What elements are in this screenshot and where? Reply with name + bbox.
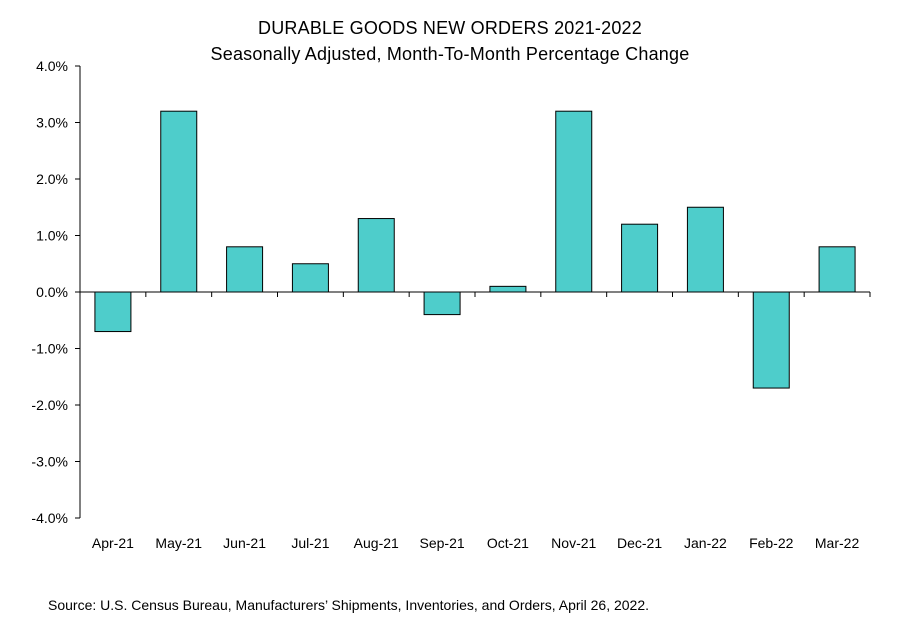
y-tick-label: 4.0% xyxy=(36,58,68,74)
x-tick-label: Jun-21 xyxy=(223,535,266,551)
x-tick-label: Apr-21 xyxy=(92,535,134,551)
bar-aug-21 xyxy=(357,218,395,293)
bars xyxy=(94,110,856,389)
y-tick-label: -3.0% xyxy=(31,454,68,470)
chart-title: DURABLE GOODS NEW ORDERS 2021-2022 xyxy=(258,18,642,38)
x-tick-label: Jan-22 xyxy=(684,535,727,551)
y-tick-label: -2.0% xyxy=(31,397,68,413)
bar-jan-22 xyxy=(686,206,724,293)
y-tick-label: -1.0% xyxy=(31,341,68,357)
x-tick-label: Mar-22 xyxy=(815,535,860,551)
axes xyxy=(79,66,871,518)
bar-nov-21 xyxy=(555,110,593,293)
x-tick-label: Nov-21 xyxy=(551,535,596,551)
bar-apr-21 xyxy=(94,291,132,333)
x-axis-labels: Apr-21 May-21 Jun-21 Jul-21 Aug-21 Sep-21 Oct-… xyxy=(92,535,860,551)
bar-dec-21 xyxy=(621,223,659,293)
bar-may-21 xyxy=(160,110,198,293)
y-axis-ticks: -4.0% -3.0% -2.0% -1.0% 0.0% 1.0% 2.0% 3.0% 4.0% xyxy=(31,58,80,526)
y-tick-label: 0.0% xyxy=(36,284,68,300)
bar-oct-21 xyxy=(489,285,527,293)
x-tick-label: Feb-22 xyxy=(749,535,794,551)
x-tick-label: Dec-21 xyxy=(617,535,662,551)
bar-mar-22 xyxy=(818,246,856,293)
chart-subtitle: Seasonally Adjusted, Month-To-Month Perc… xyxy=(210,44,690,64)
bar-jun-21 xyxy=(226,246,264,293)
source-note: Source: U.S. Census Bureau, Manufacturer… xyxy=(48,597,650,613)
bar-sep-21 xyxy=(423,291,461,316)
x-tick-label: May-21 xyxy=(155,535,202,551)
y-tick-label: 3.0% xyxy=(36,115,68,131)
bar-feb-22 xyxy=(752,291,790,389)
y-tick-label: 1.0% xyxy=(36,228,68,244)
bar-jul-21 xyxy=(291,263,329,293)
x-tick-label: Sep-21 xyxy=(420,535,465,551)
x-tick-label: Oct-21 xyxy=(487,535,529,551)
x-tick-label: Jul-21 xyxy=(291,535,329,551)
y-tick-label: 2.0% xyxy=(36,171,68,187)
x-tick-label: Aug-21 xyxy=(354,535,399,551)
y-tick-label: -4.0% xyxy=(31,510,68,526)
